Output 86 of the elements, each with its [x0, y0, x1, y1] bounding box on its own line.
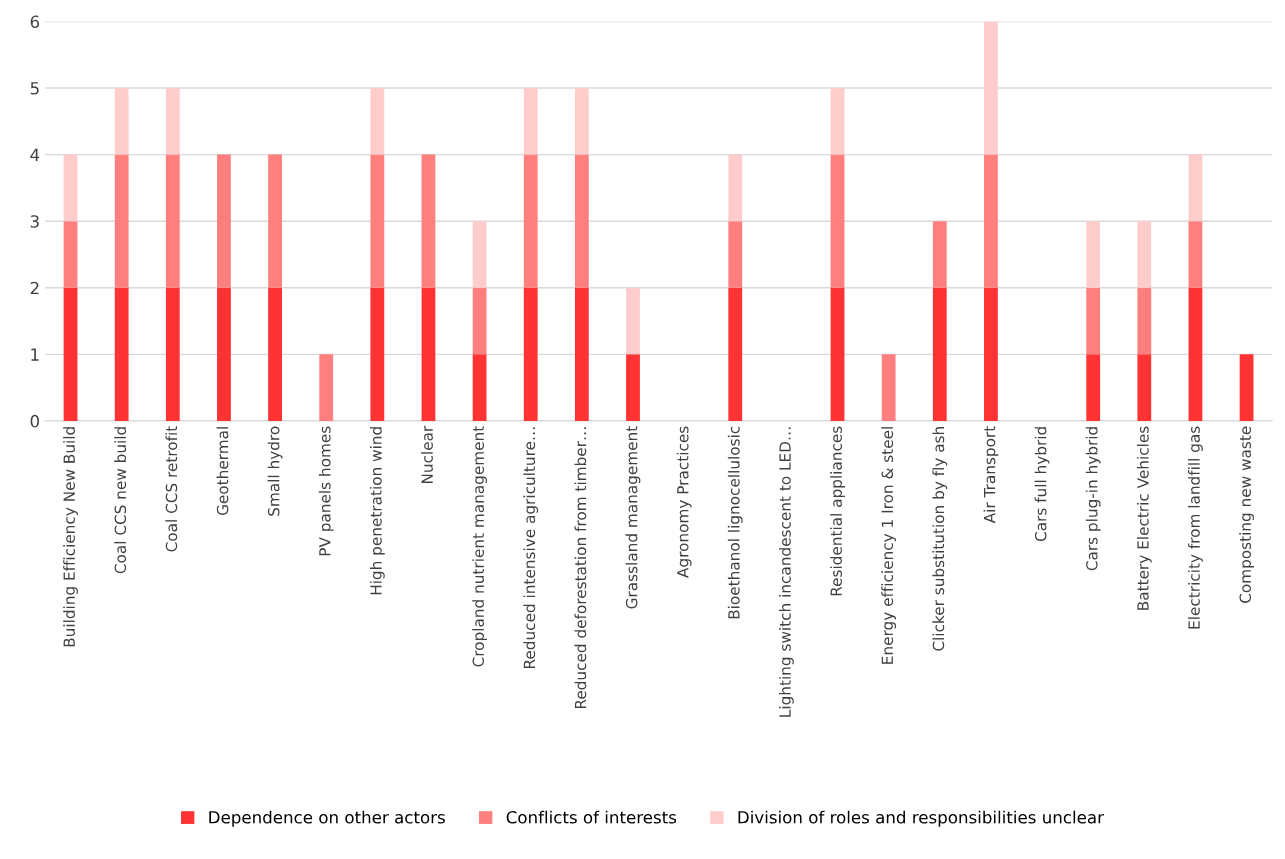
bar [319, 354, 334, 421]
x-tick-label: Coal CCS new build [114, 427, 127, 574]
bar [472, 287, 487, 355]
bar [1137, 287, 1152, 355]
bar [984, 154, 998, 288]
x-tick-label: Residential appliances [830, 426, 845, 596]
x-tick-label: Geothermal [216, 427, 229, 516]
bar [370, 88, 385, 155]
bar [984, 21, 998, 155]
bar [1086, 287, 1101, 355]
x-tick-label: Coal CCS retrofit [165, 426, 178, 552]
bar [114, 88, 129, 155]
bar [523, 154, 538, 288]
bar [932, 221, 947, 288]
x-tick-label: Cars plug-in hybrid [1085, 427, 1101, 571]
x-tick-label: Cars full hybrid [1034, 427, 1050, 542]
bar [421, 287, 436, 421]
bar [830, 287, 845, 421]
bar [472, 221, 487, 288]
bar [63, 221, 78, 288]
bar [217, 154, 231, 288]
x-tick-label: Reduced deforestation from timber… [574, 427, 587, 709]
bar [421, 154, 436, 288]
legend-label: Dependence on other actors [209, 810, 445, 827]
bar [1239, 354, 1254, 421]
bar [63, 154, 78, 222]
bar [114, 287, 129, 421]
x-tick-label: Air Transport [983, 426, 999, 524]
bar [830, 88, 845, 155]
bar [370, 154, 385, 288]
x-tick-label: Battery Electric Vehicles [1136, 426, 1152, 610]
x-tick-label: Grassland management [625, 426, 641, 609]
x-tick-label: Bioethanol lignocellulosic [727, 426, 743, 619]
x-tick-label: Nuclear [421, 425, 433, 484]
bar [165, 287, 180, 421]
x-tick-label: Lighting switch incandescent to LED… [779, 427, 794, 717]
bar [1086, 221, 1101, 288]
bar [728, 154, 743, 222]
x-tick-label: PV panels homes [318, 426, 334, 556]
bar [63, 287, 78, 421]
bar [268, 154, 282, 288]
bar [626, 354, 640, 421]
x-tick-label: Energy efficiency 1 Iron & steel [881, 427, 897, 664]
y-tick-label: 3 [30, 215, 39, 228]
y-tick-label: 1 [31, 348, 39, 361]
x-tick-label: Agronomy Practices [676, 426, 692, 578]
bar [165, 88, 180, 155]
bar [984, 287, 998, 421]
x-tick-label: Cropland nutrient management [472, 426, 487, 667]
bar [1188, 154, 1203, 222]
bar [626, 287, 640, 355]
y-tick-label: 4 [30, 148, 40, 161]
bar [370, 287, 385, 421]
bar [1137, 221, 1152, 288]
x-tick-label: Composting new waste [1239, 426, 1254, 603]
bar [932, 287, 947, 421]
bar [1086, 354, 1101, 421]
x-tick-label: Small hydro [267, 426, 283, 516]
x-tick-label: Clicker substitution by fly ash [932, 427, 948, 651]
bar [472, 354, 487, 421]
legend-label: Division of roles and responsibilities unclear [738, 810, 1104, 827]
bar [830, 154, 845, 288]
y-tick-label: 6 [30, 15, 40, 29]
y-tick-label: 2 [30, 281, 39, 295]
bar [1188, 221, 1203, 288]
legend-label: Conflicts of interests [506, 810, 677, 824]
x-tick-label: Reduced intensive agriculture… [523, 427, 539, 669]
bar [217, 287, 231, 421]
bar [523, 287, 538, 421]
y-tick-label: 0 [30, 414, 40, 428]
bar [114, 154, 129, 288]
bar [728, 221, 743, 288]
bar [574, 88, 589, 155]
bar [1137, 354, 1152, 421]
bar [574, 154, 589, 288]
bar [523, 88, 538, 155]
x-tick-label: Electricity from landfill gas [1188, 426, 1203, 629]
bar [574, 287, 589, 421]
bar [268, 287, 282, 421]
bar [1188, 287, 1203, 421]
y-tick-label: 5 [30, 82, 39, 95]
x-tick-label: High penetration wind [369, 427, 385, 595]
x-tick-label: Building Efficiency New Build [63, 427, 78, 647]
bar [728, 287, 743, 421]
bar [165, 154, 180, 288]
bar [881, 354, 896, 421]
